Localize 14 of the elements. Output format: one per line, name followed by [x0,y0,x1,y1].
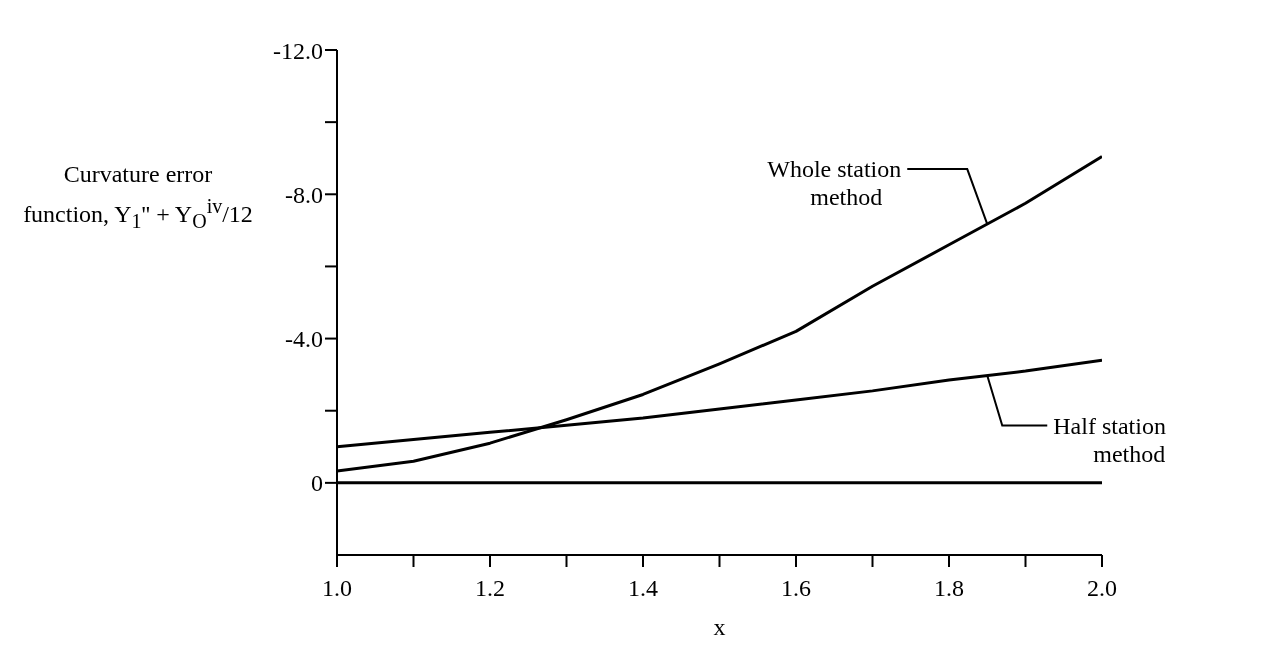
x-tick-label: 1.6 [781,575,811,602]
y-axis-title: Curvature error function, Y$_{1}$'' + Y$_{O}$$^{iv}$/12 [22,160,254,234]
x-tick-label: 1.0 [322,575,352,602]
y-tick-label: -8.0 [285,181,323,208]
series-label: Half station method [1053,412,1166,467]
x-tick-label: 1.8 [934,575,964,602]
x-tick-label: 1.2 [475,575,505,602]
x-tick-label: 1.4 [628,575,658,602]
y-tick-label: 0 [311,470,323,497]
legend-label: Whole station method [767,156,902,211]
x-tick-label: 2.0 [1087,575,1117,602]
x-axis-title: x [713,614,726,640]
y-tick-label: -4.0 [285,326,323,353]
y-tick-label: -12.0 [273,37,323,64]
